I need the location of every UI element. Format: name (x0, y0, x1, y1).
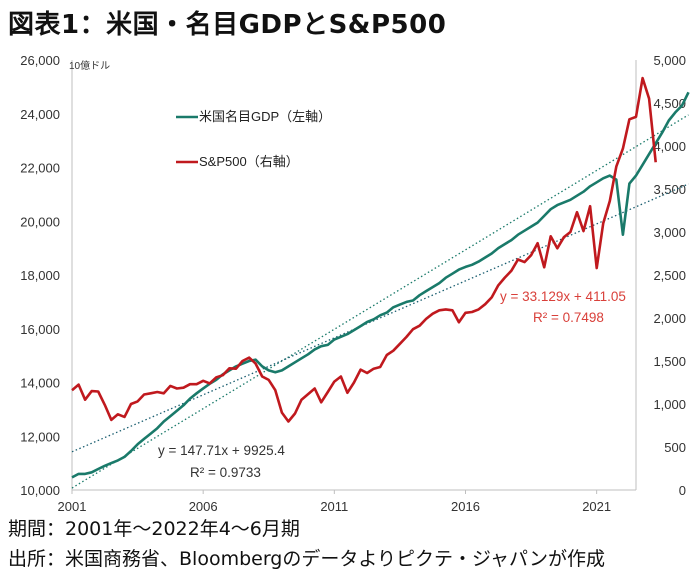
y-right-tick-label: 5,000 (653, 53, 686, 68)
y-right-tick-label: 0 (679, 483, 686, 498)
y-left-tick-label: 12,000 (20, 429, 60, 444)
y-left-tick-label: 20,000 (20, 214, 60, 229)
sp500-trend-equation: y = 33.129x + 411.05 (500, 289, 626, 304)
y-left-tick-label: 10,000 (20, 483, 60, 498)
footer-period: 期間：2001年～2022年4～6月期 (8, 518, 300, 540)
gdp-trendline (71, 114, 689, 489)
y-right-tick-label: 2,500 (653, 268, 686, 283)
sp500-trendline (71, 183, 689, 453)
series-lines (71, 76, 690, 479)
y-right-tick-label: 4,500 (653, 96, 686, 111)
legend-label-gdp: 米国名目GDP（左軸） (199, 109, 331, 124)
sp500-r-squared: R² = 0.7498 (533, 310, 604, 325)
x-axis: 2001 2006 2011 2016 2021 (58, 490, 611, 514)
sp500-series-line (71, 76, 657, 423)
trendlines (71, 114, 689, 489)
gdp-series-line (71, 91, 690, 479)
legend-label-sp500: S&P500（右軸） (199, 154, 299, 169)
y-axis-right: 0 500 1,000 1,500 2,000 2,500 3,000 3,500 4,000 4… (653, 53, 686, 498)
y-left-tick-label: 22,000 (20, 161, 60, 176)
x-tick-label: 2021 (582, 499, 611, 514)
x-tick-label: 2001 (58, 499, 87, 514)
y-right-tick-label: 1,500 (653, 354, 686, 369)
y-right-tick-label: 3,500 (653, 182, 686, 197)
gdp-trend-equation: y = 147.71x + 9925.4 (158, 443, 285, 458)
y-left-tick-label: 14,000 (20, 376, 60, 391)
legend: 米国名目GDP（左軸） S&P500（右軸） (176, 109, 331, 169)
y-right-tick-label: 500 (664, 440, 686, 455)
y-left-tick-label: 16,000 (20, 322, 60, 337)
x-tick-label: 2016 (451, 499, 480, 514)
y-left-tick-label: 18,000 (20, 268, 60, 283)
x-tick-label: 2006 (189, 499, 218, 514)
figure-title: 図表1：米国・名目GDPとS&P500 (8, 10, 447, 40)
y-right-tick-label: 2,000 (653, 311, 686, 326)
plot-frame (71, 60, 637, 491)
y-right-tick-label: 1,000 (653, 397, 686, 412)
unit-label: 10億ドル (69, 59, 110, 72)
annotations: y = 33.129x + 411.05 R² = 0.7498 y = 147… (158, 289, 626, 480)
y-axis-left: 10,000 12,000 14,000 16,000 18,000 20,000 22,0… (20, 53, 60, 498)
x-tick-label: 2011 (320, 499, 348, 514)
footer-source: 出所：米国商務省、Bloombergのデータよりピクテ・ジャパンが作成 (8, 548, 605, 570)
y-left-tick-label: 26,000 (20, 53, 60, 68)
gdp-r-squared: R² = 0.9733 (190, 465, 261, 480)
y-right-tick-label: 3,000 (653, 225, 686, 240)
y-right-tick-label: 4,000 (653, 139, 686, 154)
y-left-tick-label: 24,000 (20, 107, 60, 122)
